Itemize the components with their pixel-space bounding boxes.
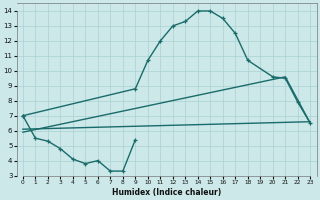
X-axis label: Humidex (Indice chaleur): Humidex (Indice chaleur) — [112, 188, 221, 197]
